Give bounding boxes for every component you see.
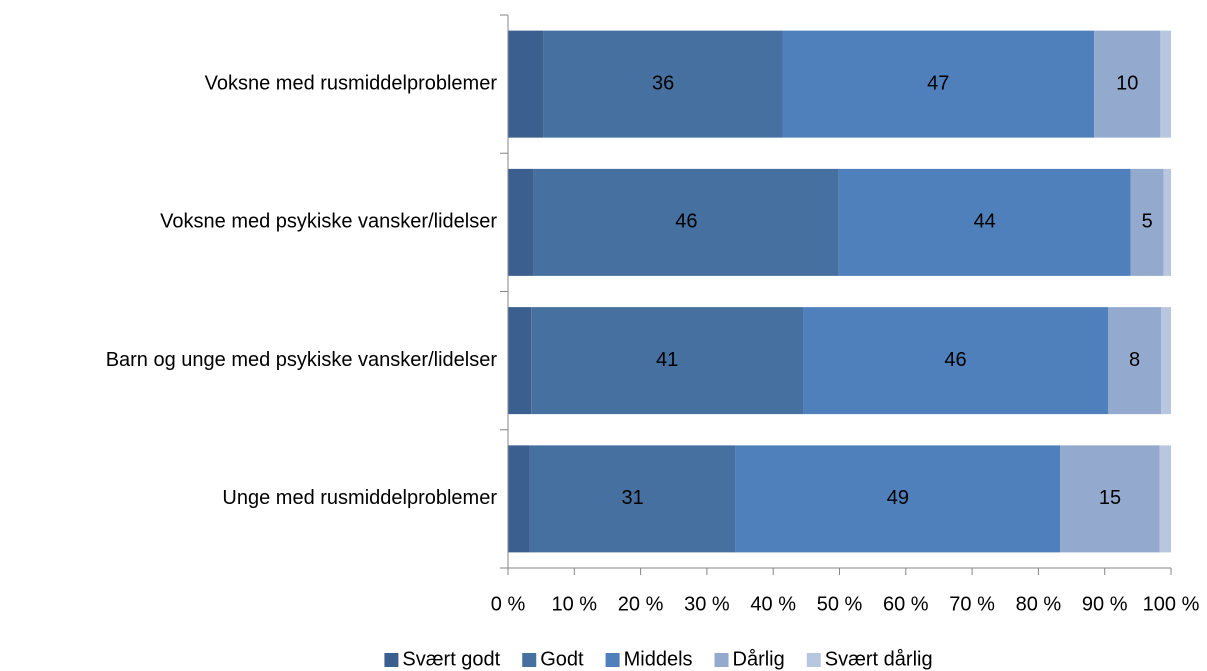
data-label: 49 bbox=[887, 487, 909, 509]
data-label: 46 bbox=[944, 349, 966, 371]
y-tick-label: Voksne med psykiske vansker/lidelser bbox=[160, 211, 497, 233]
data-label: 15 bbox=[1099, 487, 1121, 509]
y-tick-label: Unge med rusmiddelproblemer bbox=[222, 487, 497, 509]
bar-segment bbox=[533, 168, 839, 276]
legend-label: Middels bbox=[624, 648, 693, 670]
bar-segment bbox=[508, 307, 532, 415]
data-label: 8 bbox=[1129, 349, 1140, 371]
x-tick-label: 80 % bbox=[1016, 593, 1062, 615]
legend-swatch bbox=[384, 653, 399, 667]
x-tick-label: 60 % bbox=[883, 593, 929, 615]
legend-swatch bbox=[605, 653, 620, 667]
bar-segment bbox=[782, 30, 1095, 138]
y-tick-label: Voksne med rusmiddelproblemer bbox=[205, 72, 498, 94]
data-label: 46 bbox=[675, 211, 697, 233]
legend-swatch bbox=[522, 653, 537, 667]
legend-label: Svært godt bbox=[402, 648, 500, 670]
bar-segment bbox=[508, 445, 530, 553]
bar-segment bbox=[529, 445, 736, 553]
x-tick-label: 70 % bbox=[949, 593, 995, 615]
legend-swatch bbox=[714, 653, 729, 667]
x-tick-label: 30 % bbox=[684, 593, 730, 615]
data-label: 5 bbox=[1142, 211, 1153, 233]
bar-segment bbox=[1108, 307, 1162, 415]
x-tick-label: 50 % bbox=[817, 593, 863, 615]
data-label: 10 bbox=[1116, 72, 1138, 94]
legend-label: Dårlig bbox=[733, 648, 785, 670]
legend-swatch bbox=[806, 653, 821, 667]
bar-segment bbox=[531, 307, 804, 415]
x-tick-label: 100 % bbox=[1143, 593, 1200, 615]
legend-label: Godt bbox=[540, 648, 584, 670]
bar-segment bbox=[508, 30, 544, 138]
y-tick-label: Barn og unge med psykiske vansker/lidels… bbox=[106, 349, 498, 371]
data-label: 31 bbox=[622, 487, 644, 509]
bar-segment bbox=[735, 445, 1061, 553]
bar-segment bbox=[1060, 445, 1160, 553]
bar-segment bbox=[1161, 307, 1171, 415]
bar-segment bbox=[543, 30, 783, 138]
data-label: 44 bbox=[974, 211, 996, 233]
bar-segment bbox=[508, 168, 534, 276]
data-label: 47 bbox=[927, 72, 949, 94]
bar-segment bbox=[1094, 30, 1161, 138]
x-tick-label: 0 % bbox=[491, 593, 526, 615]
legend-label: Svært dårlig bbox=[825, 648, 933, 670]
bar-segment bbox=[1159, 445, 1171, 553]
x-tick-label: 20 % bbox=[618, 593, 664, 615]
x-tick-label: 40 % bbox=[750, 593, 796, 615]
bar-segment bbox=[803, 307, 1109, 415]
bar-segment bbox=[838, 168, 1131, 276]
bar-segment bbox=[1160, 30, 1171, 138]
bar-segment bbox=[1163, 168, 1171, 276]
data-label: 41 bbox=[656, 349, 678, 371]
bar-segment bbox=[1130, 168, 1164, 276]
data-label: 36 bbox=[652, 72, 674, 94]
x-tick-label: 90 % bbox=[1082, 593, 1128, 615]
x-tick-label: 10 % bbox=[552, 593, 598, 615]
